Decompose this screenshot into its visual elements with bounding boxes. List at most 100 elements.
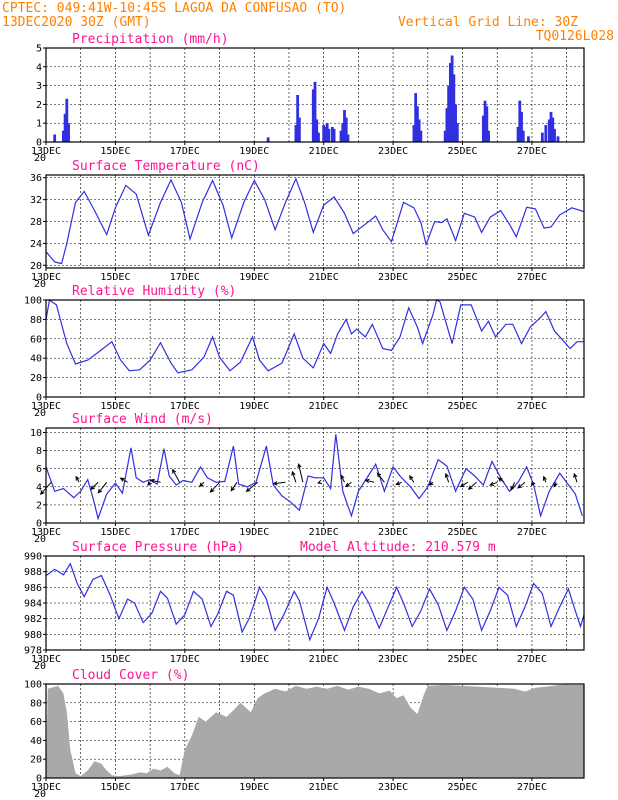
y-tick-label: 2 xyxy=(36,500,42,511)
precip-bar xyxy=(339,130,343,142)
x-tick-label: 25DEC xyxy=(447,272,477,283)
precip-panel: 0 1 2 3 4 5 13DEC 15DEC 17DEC 19DEC 21DEC 23DEC 25DE… xyxy=(31,32,585,164)
x-tick-label: 23DEC xyxy=(378,401,408,412)
precip-bar xyxy=(547,119,551,142)
x-tick-label: 15DEC xyxy=(100,146,130,157)
cloud-panel: 0 20 40 60 80 100 13DEC 15DEC 17DEC 19DEC 21DEC 23D… xyxy=(24,668,585,800)
precip-bar xyxy=(414,93,418,142)
precip-bar xyxy=(324,126,327,142)
wind-vector-arrow xyxy=(459,481,468,488)
x-tick-label: 25DEC xyxy=(447,146,477,157)
y-tick-label: 3 xyxy=(36,81,42,92)
wind-vector-arrow xyxy=(149,478,161,484)
y-tick-label: 80 xyxy=(30,698,42,709)
x-tick-label: 17DEC xyxy=(170,782,200,793)
x-tick-label: 15DEC xyxy=(100,782,130,793)
x-tick-label: 15DEC xyxy=(100,527,130,538)
rh-series-line xyxy=(45,298,584,374)
x-tick-label: 27DEC xyxy=(517,654,547,665)
precip-bar xyxy=(445,108,449,142)
precip-bar xyxy=(346,134,350,142)
temp-title: Surface Temperature (nC) xyxy=(72,159,260,174)
run-date-header: 13DEC2020 30Z (GMT) xyxy=(2,15,151,30)
x-tick-label: 27DEC xyxy=(517,146,547,157)
x-tick-label: 15DEC xyxy=(100,654,130,665)
y-tick-label: 8 xyxy=(36,446,42,457)
wind-vector-arrow xyxy=(272,481,286,486)
y-tick-label: 20 xyxy=(30,261,42,272)
cloud-cover-area xyxy=(46,684,584,778)
wind-vector-arrow xyxy=(230,482,238,492)
precip-bar xyxy=(53,134,57,142)
x-tick-label: 17DEC xyxy=(170,654,200,665)
x-tick-label: 15DEC xyxy=(100,272,130,283)
precip-bar xyxy=(317,132,320,142)
precip-bar xyxy=(485,106,489,142)
x-tick-label: 21DEC xyxy=(309,272,339,283)
wind-vector-arrow xyxy=(553,482,558,488)
x-tick-label: 25DEC xyxy=(447,527,477,538)
precip-bar xyxy=(315,119,319,142)
wind-series-line xyxy=(45,434,583,521)
x-tick-label: 23DEC xyxy=(378,527,408,538)
y-tick-label: 10 xyxy=(30,428,42,439)
wind-plot-frame xyxy=(45,427,585,524)
x-tick-label: 19DEC xyxy=(239,527,269,538)
temp-series-line xyxy=(45,177,585,265)
y-tick-label: 0 xyxy=(36,393,42,404)
x-tick-label: 17DEC xyxy=(170,527,200,538)
precip-bar xyxy=(67,123,70,142)
wind-vector-arrow xyxy=(395,481,402,486)
wind-vector-arrow xyxy=(97,481,108,494)
precip-bar xyxy=(516,126,520,142)
precip-bar xyxy=(452,74,456,142)
wind-vector-arrow xyxy=(172,468,181,483)
wind-vector-arrow xyxy=(489,481,498,486)
x-tick-label: 13DEC xyxy=(31,401,61,412)
y-tick-label: 20 xyxy=(30,755,42,766)
y-tick-label: 24 xyxy=(30,239,42,250)
wind-panel: 0 2 4 6 8 10 13DEC 15DEC 17DEC 19DEC 21DEC 23DEC 25D… xyxy=(30,412,585,545)
rh-panel: 0 20 40 60 80 100 13DEC 15DEC 17DEC 19DEC 21DEC 23D… xyxy=(24,284,585,419)
x-tick-label: 13DEC xyxy=(31,782,61,793)
station-header: CPTEC: 049:41W-10:45S LAGOA DA CONFUSAO … xyxy=(2,1,346,16)
x-tick-label: 17DEC xyxy=(170,146,200,157)
y-tick-label: 20 xyxy=(30,373,42,384)
y-tick-label: 60 xyxy=(30,334,42,345)
precip-bar xyxy=(447,85,451,142)
wind-vector-arrow xyxy=(209,481,220,493)
x-tick-label: 27DEC xyxy=(517,401,547,412)
y-tick-label: 60 xyxy=(30,717,42,728)
wind-vector-arrow xyxy=(510,482,516,492)
wind-vector-arrow xyxy=(90,481,99,491)
x-tick-label: 13DEC xyxy=(31,146,61,157)
precip-bar xyxy=(332,128,336,142)
precip-bar xyxy=(544,125,548,142)
precip-bar xyxy=(520,111,523,142)
wind-vector-arrow xyxy=(364,478,375,484)
wind-vector-arrow xyxy=(119,477,128,483)
cloud-title: Cloud Cover (%) xyxy=(72,668,189,683)
model-altitude-label: Model Altitude: 210.579 m xyxy=(300,540,496,555)
precip-bar xyxy=(553,128,556,142)
model-id-label: TQ0126L028 xyxy=(536,29,614,44)
precip-bar xyxy=(448,63,452,142)
precip-bar xyxy=(341,123,345,142)
precip-bar xyxy=(65,98,69,142)
y-tick-label: 36 xyxy=(30,173,42,184)
x-tick-label: 21DEC xyxy=(309,401,339,412)
y-tick-label: 100 xyxy=(24,680,42,691)
y-tick-label: 978 xyxy=(24,646,42,657)
x-tick-label: 25DEC xyxy=(447,782,477,793)
wind-vector-arrow xyxy=(317,479,323,484)
precip-bar xyxy=(344,117,348,142)
precip-bar xyxy=(330,126,334,142)
press-title: Surface Pressure (hPa) xyxy=(72,540,244,555)
year-fragment-label: 20 xyxy=(34,153,46,164)
wind-vector-arrow xyxy=(198,481,205,488)
wind-vector-arrow xyxy=(147,481,152,487)
precip-title: Precipitation (mm/h) xyxy=(72,32,229,47)
y-tick-label: 4 xyxy=(36,62,42,73)
x-tick-label: 23DEC xyxy=(378,782,408,793)
vertical-grid-line-label: Vertical Grid Line: 30Z xyxy=(398,15,578,30)
